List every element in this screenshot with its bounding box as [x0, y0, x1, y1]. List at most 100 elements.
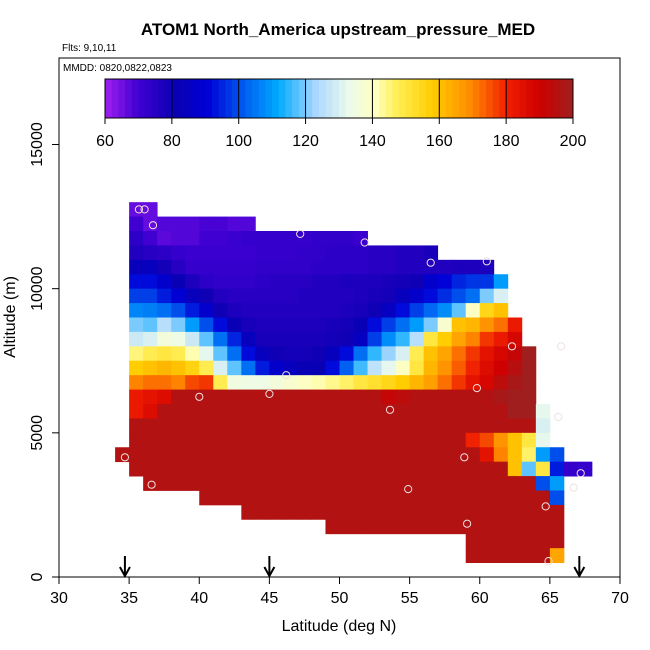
heatmap-cell — [521, 389, 537, 405]
heatmap-cell — [479, 548, 495, 563]
heatmap-cell — [395, 389, 411, 405]
heatmap-cell — [493, 404, 509, 419]
heatmap-cell — [339, 303, 354, 318]
heatmap-cell — [451, 375, 467, 390]
flight-marker-arrow — [119, 556, 131, 579]
heatmap-cell — [507, 317, 523, 333]
heatmap-cell — [437, 461, 453, 477]
heatmap-cell — [199, 404, 214, 419]
heatmap-cell — [507, 375, 523, 390]
heatmap-cell — [213, 461, 228, 477]
heatmap-cell — [227, 476, 242, 491]
heatmap-cell — [381, 404, 396, 419]
colorbar-segment — [205, 79, 213, 118]
heatmap-cell — [269, 418, 284, 434]
colorbar-segment — [532, 79, 541, 118]
heatmap-cell — [227, 432, 242, 448]
heatmap-cell — [493, 461, 509, 477]
heatmap-cell — [227, 216, 242, 232]
heatmap-cell — [493, 548, 509, 563]
heatmap-cell — [339, 490, 354, 506]
colorbar-segment — [539, 79, 547, 118]
heatmap-cell — [423, 375, 439, 390]
heatmap-cell — [199, 418, 214, 434]
heatmap-cell — [507, 519, 523, 535]
heatmap-cell — [395, 519, 411, 535]
heatmap-cell — [437, 360, 453, 376]
heatmap-cell — [479, 519, 495, 535]
heatmap-cell — [227, 231, 242, 246]
heatmap-cell — [479, 317, 495, 333]
heatmap-cell — [311, 418, 326, 434]
colorbar-segment — [432, 79, 440, 118]
heatmap-cell — [339, 331, 354, 347]
heatmap-cell — [465, 331, 481, 347]
sample-point — [140, 205, 149, 214]
heatmap-cell — [241, 404, 256, 419]
heatmap-cell — [535, 490, 551, 506]
colorbar-segment — [559, 79, 567, 118]
heatmap-cell — [409, 375, 425, 390]
heatmap-cell — [479, 447, 495, 463]
heatmap-cell — [311, 490, 326, 506]
heatmap-cell — [213, 360, 228, 376]
heatmap-cell — [143, 432, 158, 448]
heatmap-cell — [507, 447, 523, 463]
heatmap-cell — [521, 375, 537, 390]
colorbar-segment — [359, 79, 367, 118]
heatmap-cell — [227, 360, 242, 376]
y-tick-label: 10000 — [29, 266, 46, 311]
heatmap-cell — [325, 404, 340, 419]
heatmap-cell — [185, 317, 200, 333]
heatmap-cell — [367, 259, 382, 275]
heatmap-cell — [325, 447, 340, 463]
heatmap-cell — [367, 360, 382, 376]
heatmap-cell — [213, 418, 228, 434]
x-tick-label: 45 — [260, 590, 278, 607]
sample-point — [134, 205, 143, 214]
heatmap-cell — [129, 245, 144, 261]
colorbar-segment — [325, 79, 333, 118]
heatmap-cell — [353, 274, 368, 290]
heatmap-cell — [269, 231, 284, 246]
heatmap-cell — [157, 331, 172, 347]
heatmap-cell — [395, 418, 411, 434]
colorbar-segment — [452, 79, 460, 118]
heatmap-cell — [353, 231, 368, 246]
heatmap-cell — [465, 346, 481, 362]
colorbar-segment — [285, 79, 293, 118]
heatmap-cell — [353, 432, 368, 448]
heatmap-cell — [269, 346, 284, 362]
heatmap-cell — [311, 288, 326, 304]
heatmap-cell — [549, 548, 565, 563]
heatmap-cell — [493, 331, 509, 347]
colorbar-segment — [292, 79, 300, 118]
heatmap-cell — [479, 476, 495, 491]
heatmap-cell — [311, 245, 326, 261]
heatmap-cell — [521, 461, 537, 477]
heatmap-cell — [437, 519, 453, 535]
heatmap-cell — [339, 519, 354, 535]
colorbar-segment — [105, 79, 113, 118]
heatmap-cell — [367, 519, 382, 535]
colorbar-segment — [566, 79, 574, 118]
heatmap-cell — [465, 303, 481, 318]
colorbar-segment — [552, 79, 561, 118]
heatmap-cell — [353, 404, 368, 419]
heatmap-cell — [395, 490, 411, 506]
heatmap-cell — [325, 375, 340, 390]
heatmap-cell — [339, 317, 354, 333]
heatmap-cell — [367, 476, 382, 491]
heatmap-cell — [465, 404, 481, 419]
heatmap-cell — [423, 360, 439, 376]
heatmap-cell — [199, 303, 214, 318]
heatmap-cell — [171, 360, 186, 376]
heatmap-cell — [227, 404, 242, 419]
heatmap-cell — [409, 461, 425, 477]
heatmap-cell — [437, 404, 453, 419]
heatmap-cell — [325, 259, 340, 275]
heatmap-cell — [157, 274, 172, 290]
heatmap-cell — [493, 490, 509, 506]
colorbar-segment — [385, 79, 393, 118]
